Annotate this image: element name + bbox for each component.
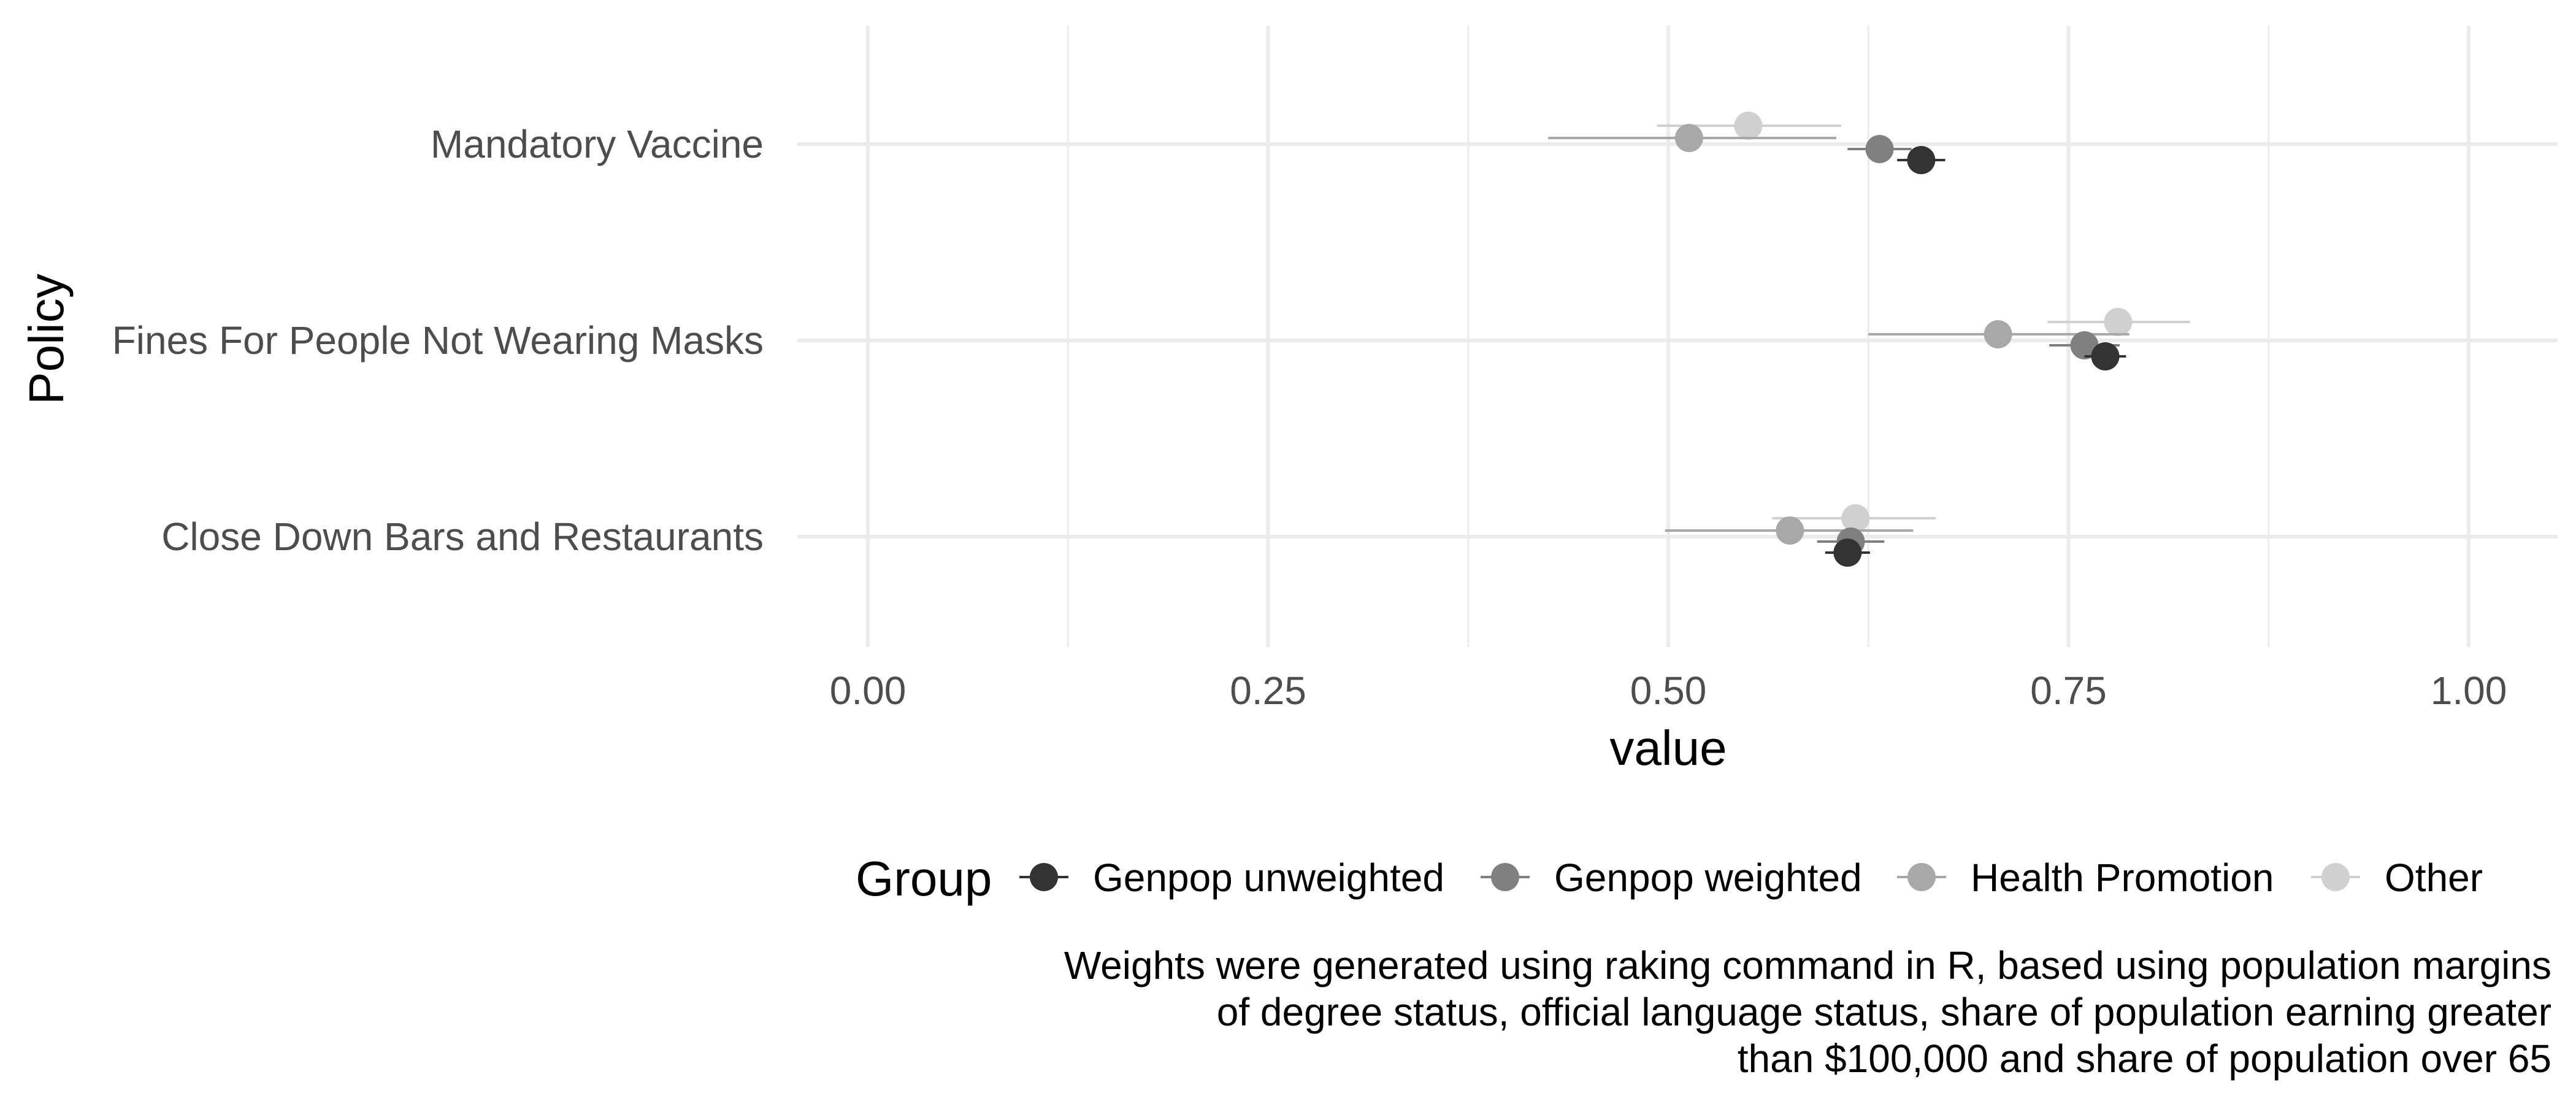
data-point [1865, 135, 1894, 163]
y-tick-label: Fines For People Not Wearing Masks [112, 318, 764, 362]
x-tick-label: 0.75 [2030, 669, 2107, 713]
legend-key-point [1491, 863, 1519, 891]
caption-line: than $100,000 and share of population ov… [1738, 1037, 2551, 1081]
data-point [1734, 112, 1763, 140]
y-tick-label: Mandatory Vaccine [431, 122, 764, 166]
x-tick-label: 0.25 [1230, 669, 1306, 713]
x-tick-label: 0.00 [830, 669, 907, 713]
data-point [1776, 516, 1804, 545]
legend-item: Health Promotion [1897, 856, 2274, 900]
legend-key-point [1030, 863, 1058, 891]
legend-key-point [1907, 863, 1936, 891]
legend-item: Genpop unweighted [1019, 856, 1444, 900]
legend-label: Health Promotion [1971, 856, 2274, 900]
legend: Group Genpop unweighted Genpop weighted He… [856, 851, 2483, 906]
data-point [1841, 504, 1870, 532]
series-layer [1548, 112, 2190, 567]
data-point [1833, 539, 1862, 567]
series-genpop-weighted [1817, 135, 2120, 556]
y-axis-tick-labels: Mandatory Vaccine Fines For People Not We… [112, 122, 764, 559]
data-point [1907, 146, 1936, 174]
data-point [2104, 308, 2133, 336]
legend-item: Other [2311, 856, 2483, 900]
legend-item: Genpop weighted [1481, 856, 1862, 900]
x-axis-title: value [1609, 721, 1727, 775]
data-point [1674, 124, 1703, 152]
data-point [2070, 331, 2099, 359]
series-other [1657, 112, 2190, 532]
legend-label: Other [2385, 856, 2483, 900]
legend-key-point [2321, 863, 2350, 891]
x-tick-label: 1.00 [2431, 669, 2507, 713]
caption: Weights were generated using raking comm… [1064, 943, 2551, 1081]
x-axis-tick-labels: 0.00 0.25 0.50 0.75 1.00 [830, 669, 2507, 713]
caption-line: of degree status, official language stat… [1217, 990, 2551, 1034]
x-tick-label: 0.50 [1630, 669, 1707, 713]
data-point [2091, 342, 2120, 370]
data-point [1984, 320, 2012, 348]
y-axis-title: Policy [19, 274, 74, 404]
legend-title: Group [856, 851, 992, 906]
series-health-promotion [1548, 124, 2129, 545]
gridlines [797, 26, 2558, 647]
caption-line: Weights were generated using raking comm… [1064, 943, 2551, 987]
legend-label: Genpop weighted [1554, 856, 1862, 900]
series-genpop-unweighted [1825, 146, 2126, 567]
legend-label: Genpop unweighted [1093, 856, 1444, 900]
y-tick-label: Close Down Bars and Restaurants [161, 515, 764, 559]
